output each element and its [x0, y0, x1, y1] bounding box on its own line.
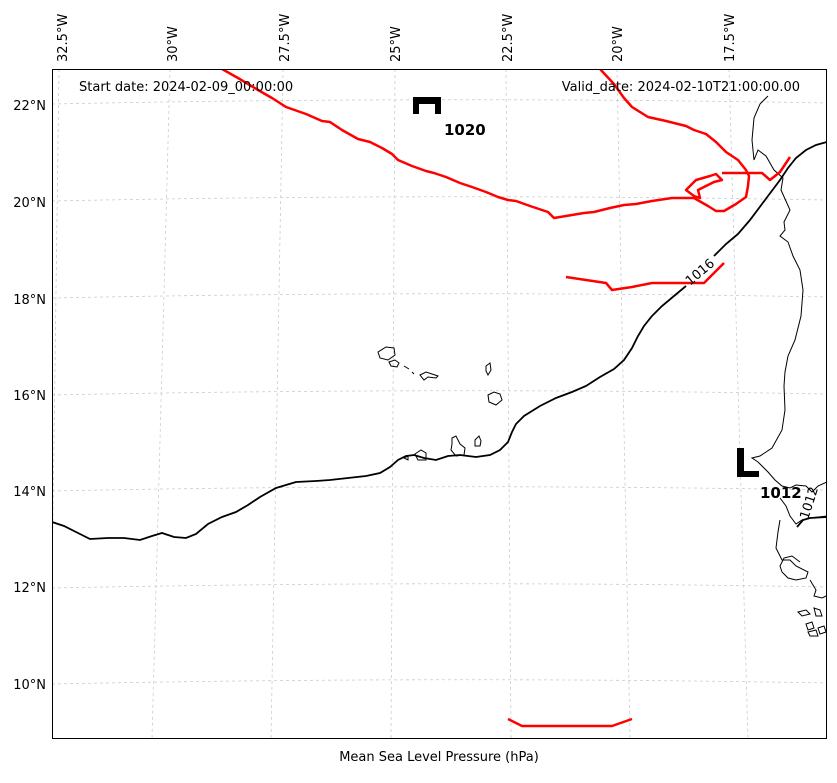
- lat-tick-20n: 20°N: [13, 196, 46, 211]
- lat-tick-12n: 12°N: [13, 581, 46, 596]
- cape-verde-santiago: [450, 435, 466, 457]
- parallel-18n: [52, 293, 827, 299]
- lon-tick-17-5w: 17.5°W: [723, 14, 738, 62]
- map-caption: Mean Sea Level Pressure (hPa): [339, 750, 539, 765]
- low-center-symbol: [737, 448, 759, 477]
- parallel-12n: [52, 583, 827, 589]
- meridian-25w: [390, 69, 396, 739]
- lon-tick-25w: 25°W: [389, 26, 404, 62]
- meridian-17-5w: [728, 69, 749, 739]
- graticule: [52, 69, 827, 739]
- parallel-20n: [52, 196, 827, 202]
- high-center-symbol: [413, 97, 441, 114]
- isobar-1020-loop: [684, 156, 792, 200]
- map-frame: [52, 69, 827, 739]
- isobar-1020-south: [507, 717, 633, 728]
- lat-tick-22n: 22°N: [13, 99, 46, 114]
- cape-verde-santa-luzia: [403, 365, 415, 375]
- lon-tick-32-5w: 32.5°W: [56, 14, 71, 62]
- longitude-tick-labels: 32.5°W 30°W 27.5°W 25°W 22.5°W 20°W 17.5…: [56, 14, 738, 62]
- lat-tick-14n: 14°N: [13, 485, 46, 500]
- lat-tick-16n: 16°N: [13, 389, 46, 404]
- cape-verde-maio: [474, 435, 482, 447]
- cape-verde-sao-vicente: [388, 359, 400, 368]
- meridian-27-5w: [270, 69, 284, 739]
- isobar-1012-segment: [796, 516, 827, 528]
- isobar-1020-mid: [565, 262, 725, 292]
- lon-tick-27-5w: 27.5°W: [278, 14, 293, 62]
- lat-tick-18n: 18°N: [13, 293, 46, 308]
- latitude-tick-labels: 22°N 20°N 18°N 16°N 14°N 12°N 10°N: [13, 99, 46, 693]
- lon-tick-22-5w: 22.5°W: [501, 14, 516, 62]
- cape-verde-fogo: [414, 449, 427, 461]
- cape-verde-santo-antao: [377, 346, 396, 361]
- africa-west-coast: [750, 95, 827, 493]
- cape-verde-sal: [485, 362, 492, 377]
- guinea-coast: [809, 579, 827, 599]
- isobars: [52, 141, 827, 541]
- map-plot-area: 1016 1012 1020 1012: [52, 69, 827, 739]
- valid-date-label: Valid_date: 2024-02-10T21:00:00.00: [562, 80, 800, 95]
- meridian-32-5w: [52, 69, 60, 620]
- parallel-16n: [52, 390, 827, 396]
- parallel-14n: [52, 486, 827, 492]
- isobar-1020-north: [221, 69, 751, 220]
- parallel-22n: [52, 99, 827, 105]
- lon-tick-20w: 20°W: [611, 26, 626, 62]
- cape-verde-boa-vista: [487, 391, 503, 406]
- lon-tick-30w: 30°W: [166, 26, 181, 62]
- start-date-label: Start date: 2024-02-09_00:00:00: [79, 80, 293, 95]
- parallel-10n: [52, 679, 827, 685]
- cape-verde-sao-nicolau: [419, 371, 439, 381]
- meridian-30w: [151, 69, 171, 739]
- guinea-bissau-coast: [775, 519, 809, 581]
- meridian-22-5w: [505, 69, 512, 739]
- isobar-1016: [52, 141, 827, 541]
- meridian-20w: [616, 69, 631, 739]
- high-center-value: 1020: [444, 121, 486, 139]
- lat-tick-10n: 10°N: [13, 678, 46, 693]
- coastlines: [377, 95, 827, 637]
- low-center-value: 1012: [760, 484, 802, 502]
- high-isobars: [221, 69, 792, 728]
- bissagos-islands: [797, 607, 827, 637]
